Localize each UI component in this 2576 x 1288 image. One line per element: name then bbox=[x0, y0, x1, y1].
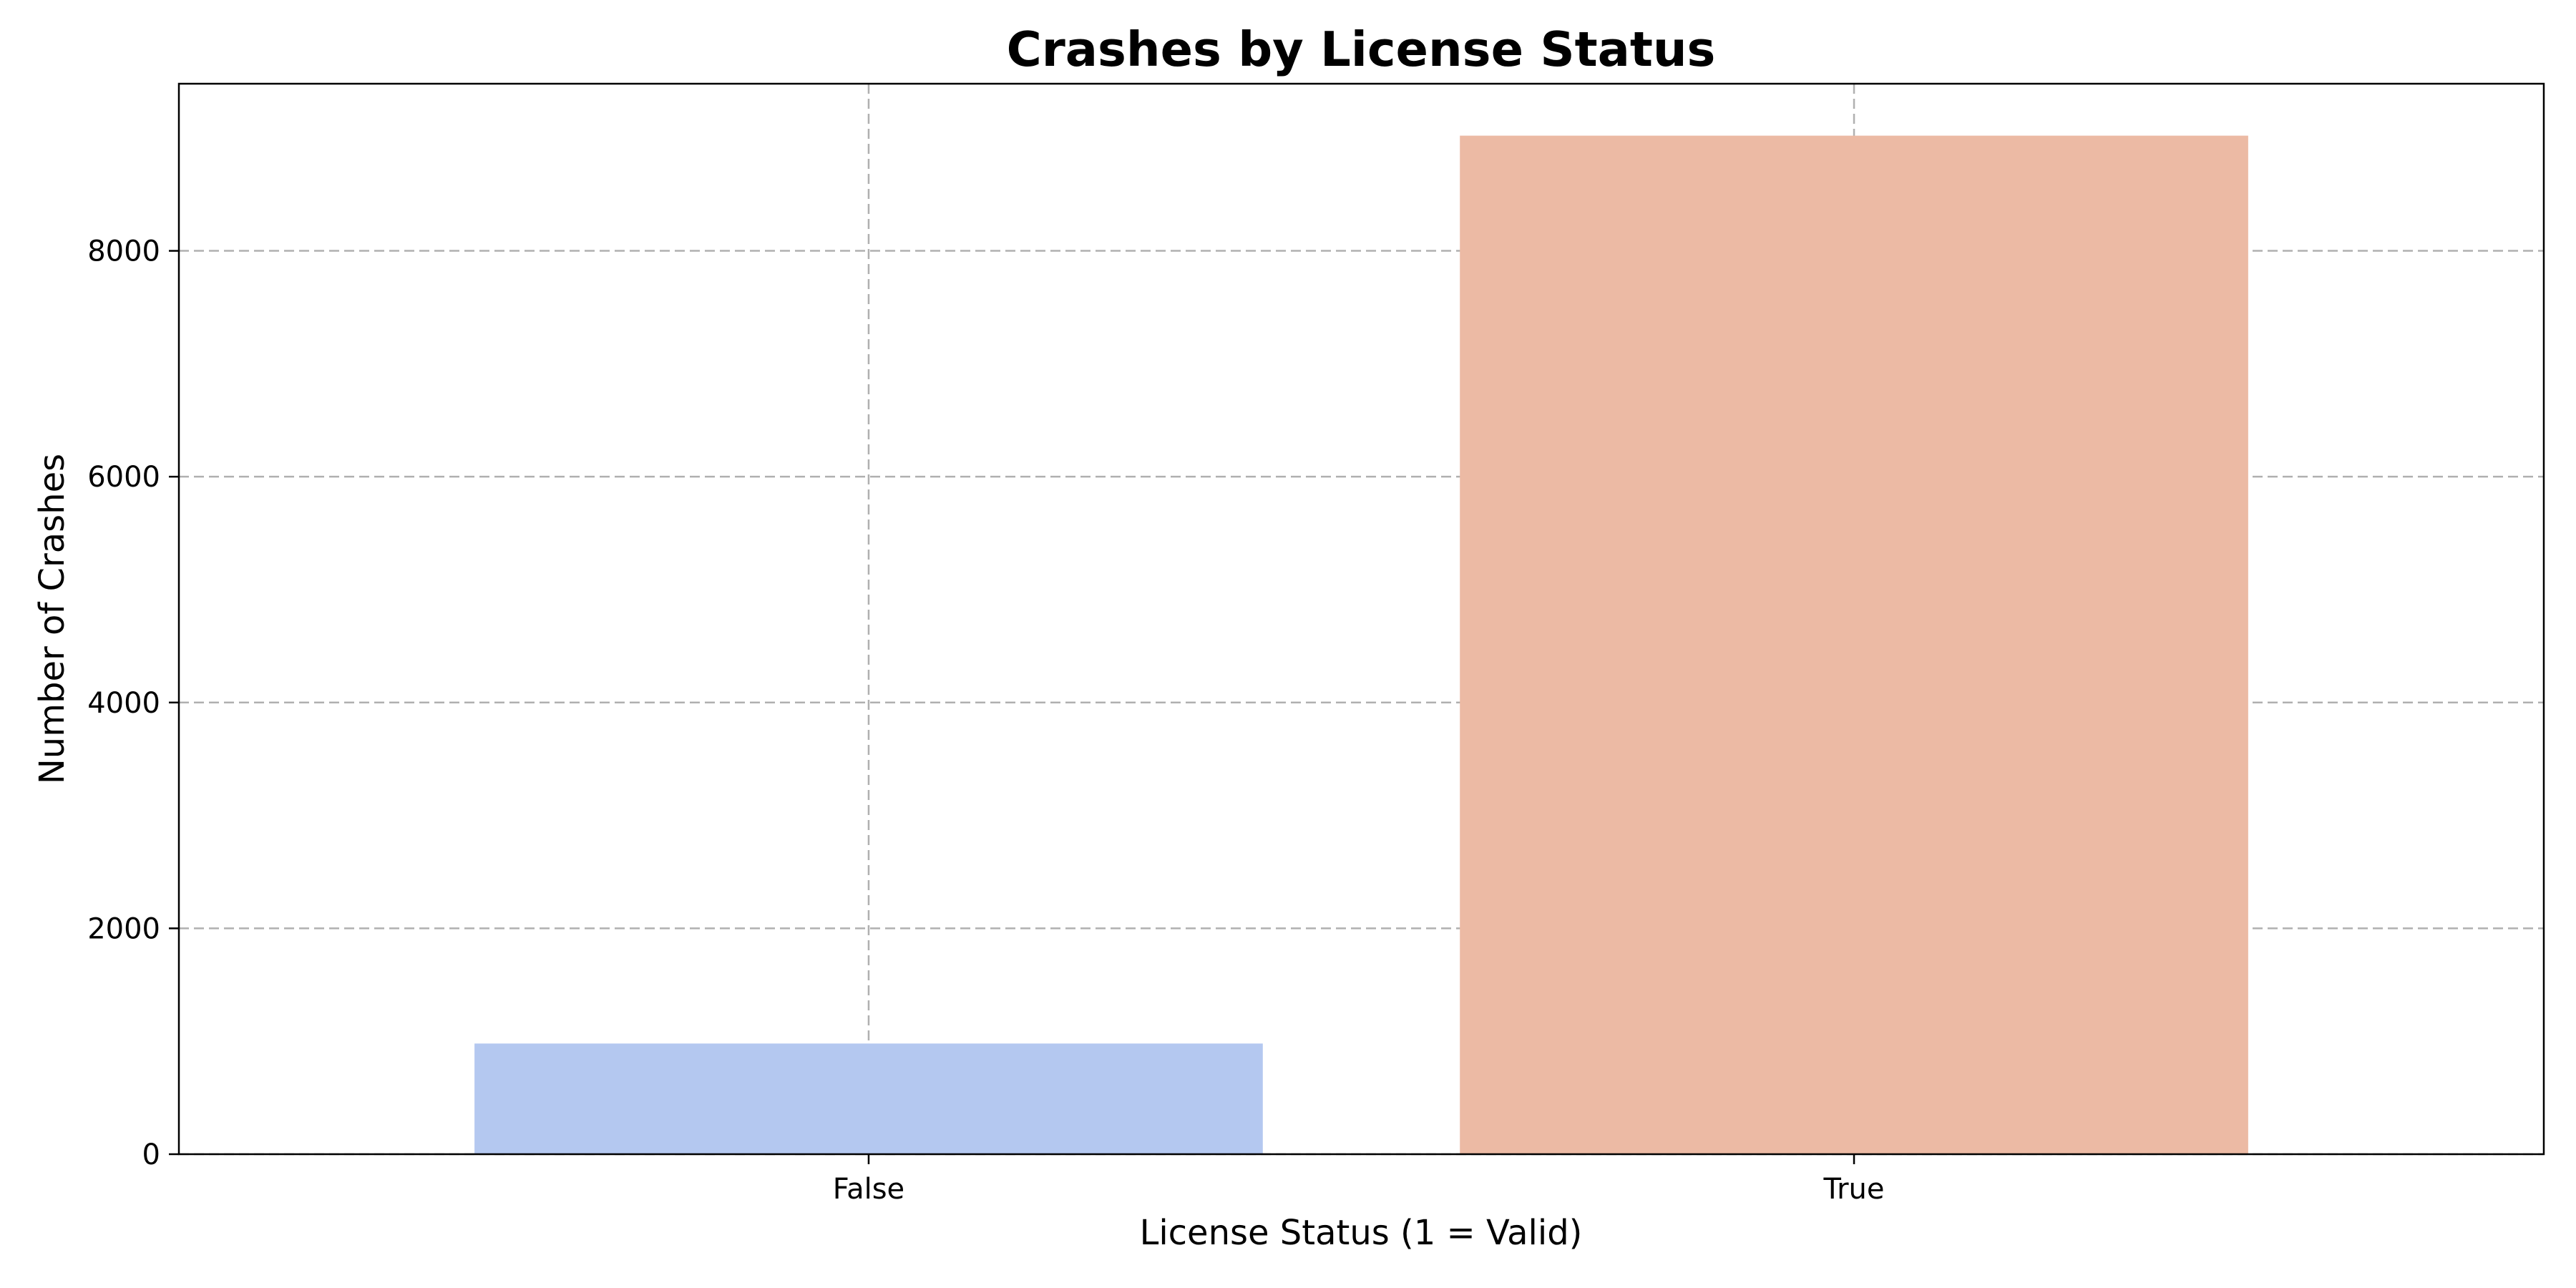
bar-false bbox=[474, 1043, 1263, 1154]
bar-true bbox=[1460, 135, 2248, 1155]
ticks: 0 2000 4000 6000 8000 False True bbox=[87, 235, 1884, 1206]
x-tick-label: False bbox=[833, 1173, 904, 1206]
y-tick-label: 8000 bbox=[87, 235, 160, 268]
y-axis-label: Number of Crashes bbox=[32, 454, 72, 784]
y-tick-label: 6000 bbox=[87, 461, 160, 494]
y-tick-label: 0 bbox=[142, 1138, 160, 1171]
chart-title: Crashes by License Status bbox=[1007, 21, 1716, 77]
x-axis-label: License Status (1 = Valid) bbox=[1140, 1213, 1583, 1253]
bars bbox=[474, 135, 2248, 1155]
x-tick-label: True bbox=[1823, 1173, 1885, 1206]
y-tick-label: 4000 bbox=[87, 687, 160, 720]
y-tick-label: 2000 bbox=[87, 912, 160, 945]
plot-frame bbox=[177, 82, 2545, 1156]
